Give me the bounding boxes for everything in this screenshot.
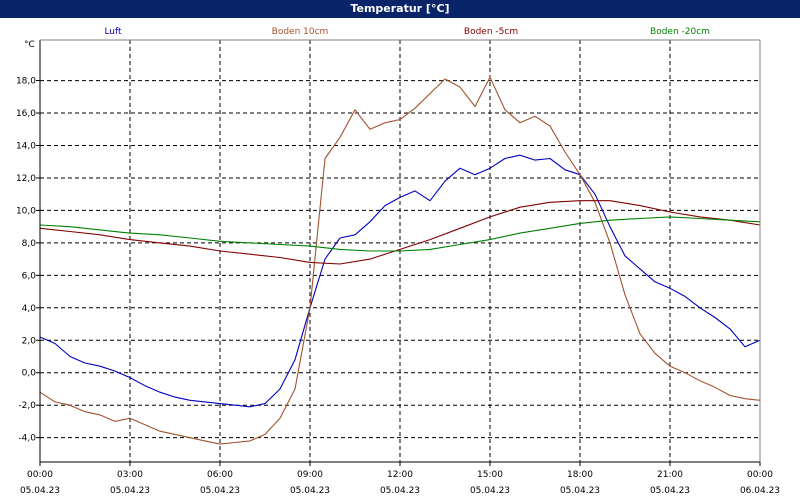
x-tick-time-label: 06:00 — [207, 470, 233, 480]
y-tick-label: 14,0 — [16, 142, 36, 152]
series-line-boden-10cm — [39, 76, 761, 445]
y-tick-label: 12,0 — [16, 174, 36, 184]
legend-entry-boden-10cm: Boden 10cm — [272, 27, 329, 37]
x-tick-time-label: 03:00 — [117, 470, 143, 480]
series-line-luft — [39, 154, 761, 408]
y-tick-label: 18,0 — [16, 77, 36, 87]
series-line-boden-20cm — [39, 216, 761, 252]
legend: Luft Boden 10cm Boden -5cm Boden -20cm — [104, 27, 710, 37]
x-tick-date-label: 05.04.23 — [290, 486, 330, 496]
y-axis-unit-label: °C — [24, 40, 35, 50]
x-tick-time-label: 18:00 — [567, 470, 593, 480]
y-tick-label: 4,0 — [22, 304, 37, 314]
x-tick-date-label: 05.04.23 — [560, 486, 600, 496]
chart-title: Temperatur [°C] — [350, 2, 450, 15]
y-tick-label: -4,0 — [18, 434, 36, 444]
x-tick-labels: 00:00 05.04.23 03:00 05.04.23 06:00 05.04.23 0… — [20, 470, 780, 496]
y-tick-label: 8,0 — [22, 239, 37, 249]
x-tick-time-label: 15:00 — [477, 470, 503, 480]
legend-entry-boden-5cm: Boden -5cm — [464, 27, 518, 37]
x-gridlines — [39, 40, 761, 466]
y-tick-labels: -4,0 -2,0 0,0 2,0 4,0 6,0 8,0 10,0 12,0 14,0 16,0 1… — [16, 77, 36, 444]
y-tick-label: 0,0 — [22, 369, 37, 379]
y-tick-label: 2,0 — [22, 336, 37, 346]
y-tick-label: -2,0 — [18, 401, 36, 411]
x-tick-date-label: 05.04.23 — [650, 486, 690, 496]
series-line-boden-5cm — [39, 200, 761, 265]
legend-entry-boden-20cm: Boden -20cm — [650, 27, 710, 37]
x-tick-time-label: 12:00 — [387, 470, 413, 480]
y-tick-label: 10,0 — [16, 206, 36, 216]
y-tick-label: 6,0 — [22, 271, 37, 281]
x-tick-date-label: 05.04.23 — [20, 486, 60, 496]
x-tick-date-label: 05.04.23 — [380, 486, 420, 496]
x-tick-time-label: 09:00 — [297, 470, 323, 480]
x-tick-date-label: 05.04.23 — [200, 486, 240, 496]
x-tick-date-label: 05.04.23 — [110, 486, 150, 496]
y-tick-label: 16,0 — [16, 109, 36, 119]
chart-title-bar: Temperatur [°C] — [0, 0, 800, 18]
series-lines — [39, 76, 761, 445]
x-tick-date-label: 06.04.23 — [740, 486, 780, 496]
x-tick-date-label: 05.04.23 — [470, 486, 510, 496]
legend-entry-luft: Luft — [104, 27, 122, 37]
x-tick-time-label: 00:00 — [27, 470, 53, 480]
x-tick-time-label: 00:00 — [747, 470, 773, 480]
x-tick-time-label: 21:00 — [657, 470, 683, 480]
